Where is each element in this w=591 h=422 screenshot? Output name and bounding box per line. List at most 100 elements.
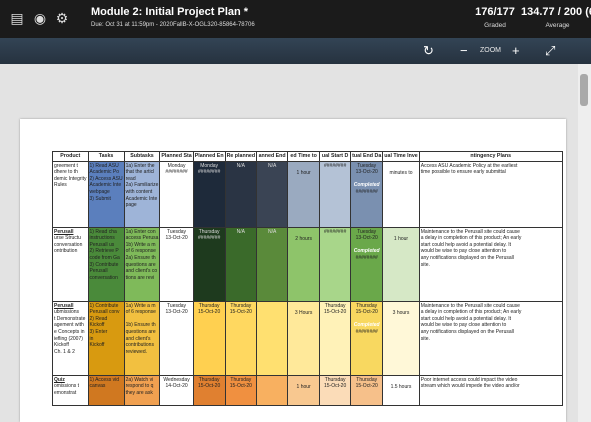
cell-line: 15-Oct-20 xyxy=(324,383,347,390)
cell-line: 1 hour xyxy=(296,169,311,176)
table-cell-actual-start: ######## xyxy=(319,226,352,302)
cell-line: and client's co xyxy=(125,268,158,275)
cell-line: 2a) Watch vi xyxy=(125,376,154,383)
table-row: Perusall ubmissions t Demonstrate agement w… xyxy=(52,300,563,376)
cell-line: N/A xyxy=(267,162,277,169)
cell-line: Completed xyxy=(353,182,380,189)
table-cell-subtasks: 1a) Write a m of 6 response 1b) Ensure th… xyxy=(123,300,161,376)
cell-line xyxy=(258,303,286,310)
cell-line: 15-Oct-20 xyxy=(355,383,378,390)
cell-line: 3) Submit xyxy=(89,195,111,202)
eye-icon[interactable]: ◉ xyxy=(33,10,47,26)
cell-line: start could help avoid a potential delay… xyxy=(420,241,511,248)
cell-line: Tuesday xyxy=(167,228,187,235)
cell-line: start could help avoid a potential delay… xyxy=(420,315,511,322)
cell-line: Perusall xyxy=(89,268,108,275)
cell-line: 3 Hours xyxy=(294,309,313,316)
cell-line: of 6 response xyxy=(125,248,156,255)
cell-line: any notifications displayed on the Perus… xyxy=(420,328,514,335)
cell-line: 2) Access ASU xyxy=(89,175,123,182)
cell-line: instructions xyxy=(89,235,115,242)
expand-icon[interactable]: ⤢ xyxy=(545,43,556,58)
table-cell-planned-start: Tuesday 13-Oct-20 xyxy=(159,300,194,376)
cell-line: Wednesday xyxy=(163,376,190,383)
table-row: Quiz omissions t emonstrat 1) Access vid can… xyxy=(52,374,563,406)
table-cell-re-planned: N/A xyxy=(224,226,258,302)
table-cell-planned-end: Thursday 15-Oct-20 xyxy=(192,374,226,406)
cell-line: ######## xyxy=(198,169,221,176)
scrollbar-thumb[interactable] xyxy=(580,74,588,106)
zoom-out-button[interactable]: − xyxy=(460,43,468,58)
cell-line: respond to q xyxy=(125,383,154,390)
table-cell-actual-end: Thursday 15-Oct-20 Completed ######## xyxy=(350,300,384,376)
column-header: ed Time to xyxy=(287,151,321,162)
cell-line: N/A xyxy=(236,228,246,235)
cell-line: of 6 response xyxy=(125,309,156,316)
table-cell-actual-end: Thursday 15-Oct-20 xyxy=(350,374,384,406)
table-row: Perusall urse Structu conversation ontribut… xyxy=(52,226,563,302)
cell-line: Kickoff xyxy=(89,342,105,349)
cell-line xyxy=(352,316,381,323)
table-cell-tasks: 1) Read cha instructions Perusall us 2) Ret… xyxy=(87,226,125,302)
table-cell-est-time: 1 hour xyxy=(287,374,321,406)
table-cell-actual-end: Tuesday 13-Oct-20 Completed ######## xyxy=(350,226,384,302)
cell-line: ######## xyxy=(355,328,378,335)
cell-line: reviewed. xyxy=(125,348,147,355)
table-cell-re-planned: Thursday 15-Oct-20 xyxy=(224,300,258,376)
cell-line: canvas xyxy=(89,383,106,390)
table-cell-product: greement t dhere to th demic Integrity Rule… xyxy=(52,160,89,228)
cell-line: Thursday xyxy=(356,376,378,383)
cell-line: time possible to ensure early submittal xyxy=(420,169,506,176)
cell-line: stream which would impede the video and/… xyxy=(420,383,520,390)
cell-line: 1b) Ensure th xyxy=(125,322,156,329)
column-header: ntingency Plans xyxy=(418,151,563,162)
column-header: ual Start D xyxy=(319,151,352,162)
table-cell-contingency: Access ASU Academic Policy at the earlie… xyxy=(418,160,563,228)
cell-line: questions are xyxy=(125,328,156,335)
cell-line: contributions xyxy=(125,342,154,349)
cell-line: ontribution xyxy=(54,248,78,255)
table-cell-planned-end: Monday ######## xyxy=(192,160,226,228)
cell-line: 1) Read cha xyxy=(89,228,117,235)
cell-line: that the articl xyxy=(125,169,155,176)
table-cell-contingency: Maintenance to the Perusall site could c… xyxy=(418,226,563,302)
rubric-icon[interactable]: ▤ xyxy=(10,10,24,26)
cell-line: any notifications displayed on the Perus… xyxy=(420,254,514,261)
table-cell-est-time: 2 hours xyxy=(287,226,321,302)
cell-line: Perusall us xyxy=(89,241,115,248)
cell-line: omissions t xyxy=(54,383,80,390)
cell-line: a delay in completion of this product; A… xyxy=(420,309,522,316)
cell-line: they are ask xyxy=(125,389,153,396)
cell-line: 1) Read ASU xyxy=(89,162,119,169)
zoom-label: ZOOM xyxy=(480,47,501,54)
cell-line: ######## xyxy=(324,228,347,235)
document-viewer[interactable]: Product Tasks Subtasks Planned Sta Planned E… xyxy=(0,64,591,422)
cell-line: 15-Oct-20 xyxy=(229,383,252,390)
vertical-scrollbar[interactable] xyxy=(578,64,591,422)
cell-line: 13-Oct-20 xyxy=(165,235,188,242)
table-cell-product: Perusall urse Structu conversation ontribut… xyxy=(52,226,89,302)
top-bar: ▤ ◉ ⚙ Module 2: Initial Project Plan * D… xyxy=(0,0,591,38)
table-cell-re-planned-end xyxy=(256,374,289,406)
cell-line: Academic Inte xyxy=(89,182,122,189)
cell-line: Thursday xyxy=(324,376,346,383)
zoom-in-button[interactable]: + xyxy=(512,43,520,58)
cell-line: Rules xyxy=(54,182,67,189)
cell-line: 1a) Enter the xyxy=(125,162,155,169)
cell-line: 1.5 hours xyxy=(390,383,412,390)
column-header: Tasks xyxy=(87,151,125,162)
cell-line: Kickoff xyxy=(54,342,69,349)
cell-line: 1a) Enter con xyxy=(125,228,156,235)
column-header: Planned Sta xyxy=(159,151,194,162)
table-cell-tasks: 1) Contribute Perusall conv 2) Read Kickoff… xyxy=(87,300,125,376)
cell-line: Academic Po xyxy=(89,169,119,176)
cell-line: Thursday xyxy=(324,302,346,309)
assignment-title: Module 2: Initial Project Plan * xyxy=(91,6,249,18)
cell-line: access Perusa xyxy=(125,235,159,242)
cell-line: Completed xyxy=(353,248,380,255)
rotate-icon[interactable]: ↻ xyxy=(423,43,434,58)
table-cell-planned-start: Wednesday 14-Oct-20 xyxy=(159,374,194,406)
gear-icon[interactable]: ⚙ xyxy=(55,10,69,26)
cell-line: ######## xyxy=(355,254,378,261)
cell-line: iefling (2007) xyxy=(54,335,83,342)
